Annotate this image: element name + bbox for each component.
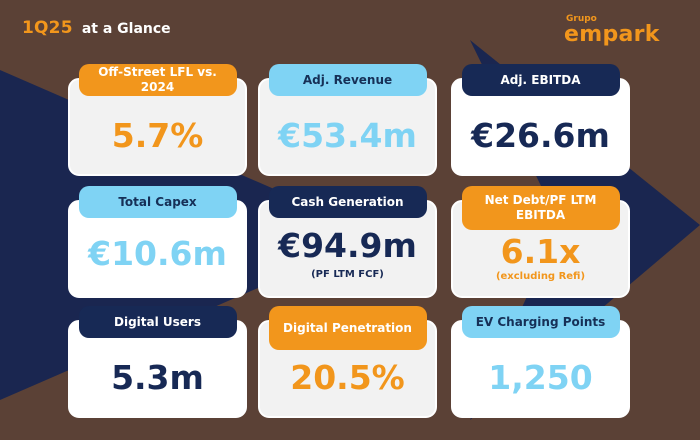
- kpi-value: 5.3m: [111, 358, 204, 397]
- kpi-card-digital-penetration: Digital Penetration 20.5%: [258, 306, 437, 418]
- kpi-label: Digital Penetration: [268, 306, 427, 350]
- kpi-label: EV Charging Points: [461, 306, 620, 338]
- kpi-subtext: (excluding Refi): [495, 271, 586, 282]
- period-label: 1Q25: [22, 18, 73, 38]
- kpi-value: 20.5%: [290, 358, 405, 397]
- logo-group-text: Grupo: [566, 14, 597, 24]
- kpi-label: Adj. EBITDA: [461, 64, 620, 96]
- page-title: 1Q25 at a Glance: [22, 18, 171, 38]
- kpi-card-adj-revenue: Adj. Revenue €53.4m: [258, 64, 437, 176]
- kpi-card-adj-ebitda: Adj. EBITDA €26.6m: [451, 64, 630, 176]
- kpi-value: 6.1x: [500, 232, 581, 271]
- title-suffix: at a Glance: [81, 21, 171, 37]
- kpi-value: €10.6m: [88, 234, 227, 273]
- kpi-label: Off-Street LFL vs. 2024: [78, 64, 237, 96]
- kpi-card-digital-users: Digital Users 5.3m: [68, 306, 247, 418]
- kpi-value: €94.9m: [278, 226, 417, 265]
- kpi-label: Digital Users: [78, 306, 237, 338]
- kpi-card-offstreet-lfl: Off-Street LFL vs. 2024 5.7%: [68, 64, 247, 176]
- kpi-value: 1,250: [488, 358, 593, 397]
- kpi-card-ev-charging: EV Charging Points 1,250: [451, 306, 630, 418]
- logo-name-text: empark: [564, 22, 660, 47]
- kpi-value: €26.6m: [471, 116, 610, 155]
- kpi-value: €53.4m: [278, 116, 417, 155]
- kpi-label: Cash Generation: [268, 186, 427, 218]
- kpi-label: Adj. Revenue: [268, 64, 427, 96]
- kpi-card-cash-generation: Cash Generation €94.9m (PF LTM FCF): [258, 186, 437, 298]
- kpi-label: Net Debt/PF LTM EBITDA: [461, 186, 620, 230]
- kpi-label: Total Capex: [78, 186, 237, 218]
- empark-logo: Grupo empark: [564, 14, 660, 46]
- kpi-card-net-debt: Net Debt/PF LTM EBITDA 6.1x (excluding R…: [451, 186, 630, 298]
- kpi-value: 5.7%: [111, 116, 204, 155]
- kpi-subtext: (PF LTM FCF): [311, 269, 384, 280]
- kpi-card-total-capex: Total Capex €10.6m: [68, 186, 247, 298]
